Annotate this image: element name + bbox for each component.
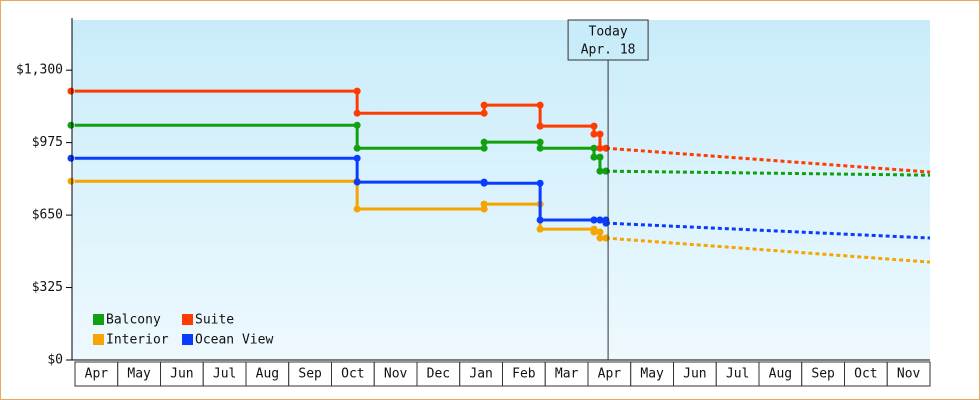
price-point <box>596 167 604 175</box>
month-cell <box>245 361 290 387</box>
x-tick-label: Oct <box>854 367 877 382</box>
price-point-prev <box>480 205 488 213</box>
price-point-prev <box>480 178 488 186</box>
month-cell <box>202 361 247 387</box>
x-tick-label: Aug <box>769 367 792 382</box>
x-tick-label: Sep <box>811 367 835 382</box>
price-point-prev <box>480 144 488 152</box>
price-point <box>67 154 75 162</box>
price-point <box>480 138 488 146</box>
price-point <box>353 205 361 213</box>
today-date: Apr. 18 <box>581 43 636 58</box>
price-point <box>67 121 75 129</box>
today-label: Today <box>589 25 628 40</box>
x-tick-label: Nov <box>384 367 408 382</box>
legend-label: Ocean View <box>195 333 273 348</box>
x-tick-label: Apr <box>85 367 109 382</box>
x-tick-label: Oct <box>341 367 364 382</box>
legend-swatch <box>93 314 104 325</box>
forecast-segment <box>605 146 931 174</box>
x-tick-label: Feb <box>512 367 536 382</box>
plot-area <box>72 20 930 360</box>
price-point-prev <box>536 101 544 109</box>
price-point <box>67 87 75 95</box>
x-tick-label: Apr <box>598 367 622 382</box>
price-point-prev <box>590 216 598 224</box>
price-point <box>596 144 604 152</box>
month-cell <box>331 361 375 387</box>
month-cell <box>886 361 931 387</box>
price-point-prev <box>596 130 604 138</box>
price-point-prev <box>596 216 604 224</box>
y-tick-label: $650 <box>32 208 63 223</box>
x-tick-label: Dec <box>427 367 450 382</box>
y-tick-label: $975 <box>32 135 63 150</box>
legend-label: Interior <box>106 333 169 348</box>
x-tick-label: Jun <box>170 367 193 382</box>
month-cell <box>544 361 589 387</box>
legend-swatch <box>182 314 193 325</box>
price-point-prev <box>353 87 361 95</box>
price-point-prev <box>353 154 361 162</box>
price-point <box>536 122 544 130</box>
month-cell <box>801 361 845 387</box>
price-point <box>536 216 544 224</box>
price-point-prev <box>596 153 604 161</box>
month-cell <box>373 361 418 387</box>
y-tick-label: $1,300 <box>16 63 63 78</box>
price-point-prev <box>536 138 544 146</box>
month-cell <box>844 361 888 387</box>
x-tick-label: Aug <box>256 367 279 382</box>
legend-swatch <box>93 334 104 345</box>
legend-label: Suite <box>195 313 234 328</box>
price-point <box>67 177 75 185</box>
price-point-prev <box>480 109 488 117</box>
x-tick-label: Jul <box>213 367 236 382</box>
x-tick-label: May <box>127 367 151 382</box>
x-tick-label: Jun <box>683 367 706 382</box>
x-tick-label: Mar <box>555 367 579 382</box>
x-tick-label: Sep <box>298 367 322 382</box>
price-point <box>353 109 361 117</box>
price-point-prev <box>596 228 604 236</box>
price-point <box>353 144 361 152</box>
price-point <box>480 200 488 208</box>
price-point <box>596 234 604 242</box>
x-tick-label: Nov <box>897 367 921 382</box>
month-cell <box>459 361 503 387</box>
month-cell <box>502 361 546 387</box>
price-point <box>590 130 598 138</box>
y-tick-label: $0 <box>47 353 63 368</box>
x-tick-label: Jul <box>726 367 749 382</box>
price-point <box>590 153 598 161</box>
price-point-prev <box>590 225 598 233</box>
price-point <box>480 101 488 109</box>
x-tick-label: Jan <box>469 367 492 382</box>
forecast-segment <box>605 221 931 240</box>
price-point-prev <box>590 122 598 130</box>
month-cell <box>74 361 119 387</box>
price-point-prev <box>353 121 361 129</box>
price-point <box>353 178 361 186</box>
month-cell <box>117 361 161 387</box>
price-point <box>536 144 544 152</box>
legend-swatch <box>182 334 193 345</box>
y-tick-label: $325 <box>32 280 63 295</box>
forecast-segment <box>605 169 931 177</box>
price-point-prev <box>536 179 544 187</box>
price-point-prev <box>590 144 598 152</box>
month-cell <box>587 361 632 387</box>
legend-label: Balcony <box>106 313 161 328</box>
x-tick-label: May <box>640 367 664 382</box>
today-box <box>567 19 649 61</box>
forecast-segment <box>605 236 931 264</box>
price-point <box>536 225 544 233</box>
